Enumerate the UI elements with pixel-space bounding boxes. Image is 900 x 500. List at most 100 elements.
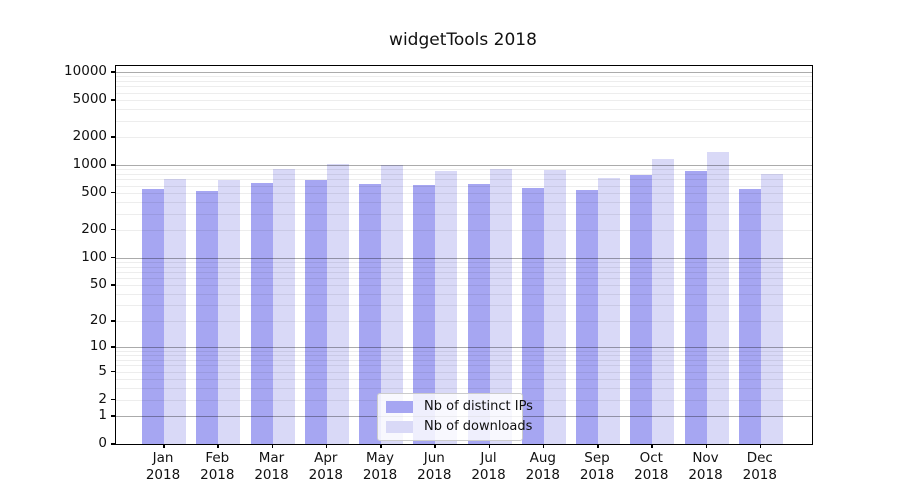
bar-nb-of-downloads-dec xyxy=(760,174,783,444)
gridline-minor xyxy=(116,355,812,357)
gridline-minor xyxy=(116,81,812,82)
bar-nb-of-distinct-ips-mar xyxy=(250,182,273,444)
x-axis-tick xyxy=(597,444,599,448)
legend-item-distinct-ips: Nb of distinct IPs xyxy=(386,399,533,414)
bar-nb-of-distinct-ips-dec xyxy=(738,189,761,444)
y-tick-label: 1 xyxy=(98,407,107,423)
x-axis-tick xyxy=(488,444,490,448)
gridline-minor xyxy=(116,388,812,389)
legend: Nb of distinct IPs Nb of downloads xyxy=(377,393,533,441)
bar-nb-of-downloads-jul xyxy=(489,168,512,444)
y-tick-label: 100 xyxy=(81,248,107,265)
y-axis-tick xyxy=(111,71,115,73)
gridline-minor xyxy=(116,174,812,175)
bar-nb-of-downloads-may xyxy=(381,165,403,444)
y-axis-tick xyxy=(111,443,115,445)
x-axis-tick xyxy=(542,444,545,448)
gridline-minor xyxy=(116,351,812,352)
x-axis-tick xyxy=(705,444,707,448)
gridline-minor xyxy=(116,321,812,322)
bar-nb-of-downloads-jan xyxy=(164,179,186,444)
gridline-minor xyxy=(116,294,812,295)
y-axis-tick xyxy=(111,370,115,373)
bar-nb-of-downloads-feb xyxy=(218,180,241,444)
x-tick-label-jun: Jun 2018 xyxy=(417,450,452,483)
bar-nb-of-downloads-oct xyxy=(652,159,675,444)
bar-nb-of-distinct-ips-jan xyxy=(142,189,164,444)
bar-nb-of-distinct-ips-apr xyxy=(304,180,327,444)
gridline-minor xyxy=(116,305,812,307)
x-axis-tick xyxy=(380,444,382,448)
legend-label-downloads: Nb of downloads xyxy=(424,419,533,434)
plot-area xyxy=(115,65,813,445)
gridline-minor xyxy=(116,365,812,367)
x-axis-tick xyxy=(651,444,653,448)
gridline-minor xyxy=(116,120,812,122)
gridline-minor xyxy=(116,192,812,194)
bar-nb-of-downloads-apr xyxy=(326,164,349,444)
y-tick-label: 50 xyxy=(89,276,107,293)
legend-swatch-downloads xyxy=(386,420,413,433)
y-axis-tick xyxy=(111,398,115,401)
x-axis-tick xyxy=(271,444,273,448)
y-axis-tick xyxy=(111,320,115,322)
y-axis-tick xyxy=(111,191,115,194)
gridline-minor xyxy=(116,278,812,279)
gridline-minor xyxy=(116,229,812,231)
x-tick-label-sep: Sep 2018 xyxy=(579,450,615,483)
y-axis-tick xyxy=(111,256,115,259)
gridline-major xyxy=(116,347,812,349)
bar-nb-of-distinct-ips-jun xyxy=(413,184,436,444)
x-tick-label-jul: Jul 2018 xyxy=(471,450,506,483)
bar-nb-of-downloads-aug xyxy=(543,169,566,444)
y-axis-tick xyxy=(111,164,115,166)
bar-nb-of-downloads-sep xyxy=(598,177,620,444)
bar-nb-of-downloads-jun xyxy=(435,171,458,444)
gridline-minor xyxy=(116,169,812,171)
gridline-minor xyxy=(116,179,812,181)
bar-nb-of-distinct-ips-sep xyxy=(576,190,598,444)
x-axis-tick xyxy=(325,444,328,448)
gridline-minor xyxy=(116,86,812,88)
bar-nb-of-distinct-ips-oct xyxy=(630,175,653,444)
gridline-minor xyxy=(116,76,812,78)
legend-swatch-distinct-ips xyxy=(386,400,413,413)
x-axis-tick xyxy=(163,444,165,448)
gridline-minor xyxy=(116,285,812,287)
x-tick-label-nov: Nov 2018 xyxy=(688,450,723,483)
x-tick-label-jan: Jan 2018 xyxy=(145,450,181,483)
legend-item-downloads: Nb of downloads xyxy=(386,419,532,434)
gridline-minor xyxy=(116,92,812,94)
bar-nb-of-distinct-ips-feb xyxy=(196,190,219,444)
y-tick-label: 2000 xyxy=(72,128,107,144)
gridline-minor xyxy=(116,360,812,361)
y-tick-label: 500 xyxy=(81,183,107,200)
bar-nb-of-distinct-ips-nov xyxy=(684,171,707,444)
y-axis-tick xyxy=(111,228,115,231)
gridline-minor xyxy=(116,266,812,268)
gridline-major xyxy=(116,257,812,259)
y-tick-label: 10 xyxy=(89,338,107,355)
gridline-minor xyxy=(116,185,812,187)
gridline-minor xyxy=(116,371,812,373)
x-tick-label-feb: Feb 2018 xyxy=(200,450,235,483)
y-tick-label: 5000 xyxy=(72,91,107,107)
x-tick-label-apr: Apr 2018 xyxy=(308,450,343,483)
gridline-minor xyxy=(116,213,812,215)
x-tick-label-mar: Mar 2018 xyxy=(254,450,289,483)
gridline-minor xyxy=(116,379,812,380)
gridline-minor xyxy=(116,137,812,138)
bar-nb-of-downloads-nov xyxy=(706,152,729,444)
y-tick-label: 0 xyxy=(98,435,107,451)
bar-nb-of-distinct-ips-may xyxy=(359,184,381,444)
y-tick-label: 200 xyxy=(81,220,107,237)
chart-title: widgetTools 2018 xyxy=(389,30,537,50)
x-tick-label-aug: Aug 2018 xyxy=(525,450,560,483)
y-tick-label: 10000 xyxy=(64,63,107,79)
legend-label-distinct-ips: Nb of distinct IPs xyxy=(424,399,533,414)
bar-nb-of-distinct-ips-jul xyxy=(467,183,490,444)
y-axis-tick xyxy=(111,284,115,286)
x-tick-label-oct: Oct 2018 xyxy=(634,450,669,483)
x-tick-label-may: May 2018 xyxy=(362,450,398,483)
